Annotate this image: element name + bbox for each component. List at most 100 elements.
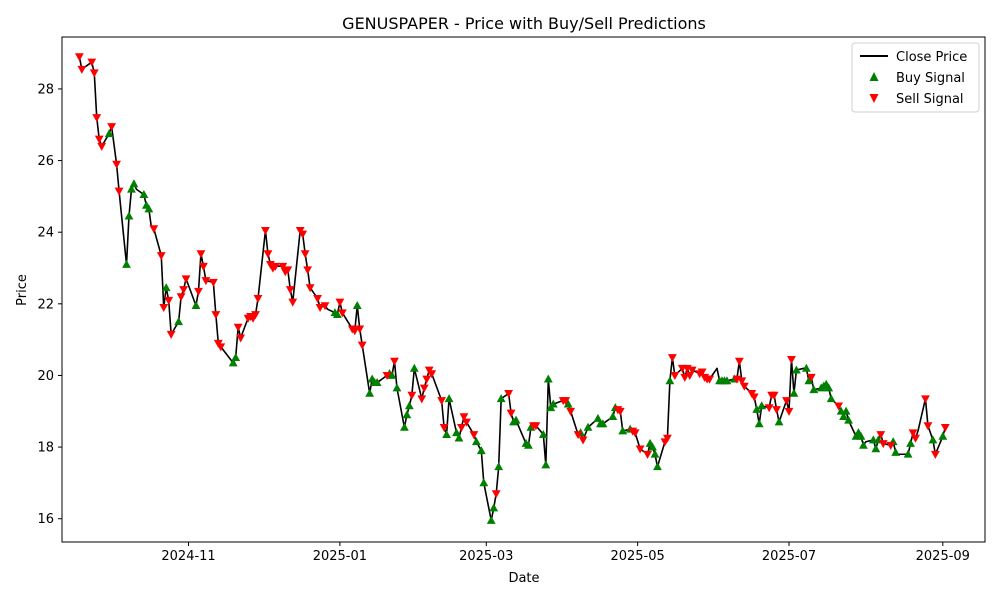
buy-signal-marker <box>665 376 675 385</box>
buy-signal-marker <box>844 415 853 424</box>
legend-close-price-label: Close Price <box>896 50 967 65</box>
buy-signal-marker <box>871 444 881 453</box>
buy-signal-marker <box>538 429 548 438</box>
buy-signal-marker <box>365 388 375 397</box>
buy-signal-marker <box>471 437 481 446</box>
sell-signal-marker <box>531 422 541 431</box>
buy-signal-marker <box>494 462 504 471</box>
sell-signal-marker <box>285 286 295 295</box>
sell-signal-marker <box>462 418 471 427</box>
sell-signal-marker <box>288 298 298 307</box>
sell-signal-marker <box>784 407 794 416</box>
buy-signal-marker <box>801 363 811 372</box>
sell-signal-marker <box>201 277 211 286</box>
buy-signal-marker <box>333 309 342 318</box>
sell-signal-marker <box>159 304 169 313</box>
buy-signal-marker <box>524 440 533 449</box>
y-tick-label-28: 28 <box>37 82 54 97</box>
buy-signal-marker <box>804 376 814 385</box>
sell-signal-marker <box>772 406 781 415</box>
sell-signal-marker <box>270 262 280 271</box>
sell-signal-marker <box>350 327 360 336</box>
buy-signal-marker <box>774 417 784 426</box>
buy-signal-marker <box>938 431 948 440</box>
sell-signal-marker <box>181 275 191 284</box>
sell-signal-marker <box>77 65 87 74</box>
sell-signal-marker <box>107 123 117 132</box>
buy-signal-marker <box>859 440 868 449</box>
legend-buy-signal-swatch <box>869 72 879 81</box>
sell-signal-marker <box>278 262 288 271</box>
axes-frame <box>61 36 986 543</box>
sell-signal-marker <box>87 58 97 67</box>
sell-signal-marker <box>615 407 625 416</box>
sell-signal-marker <box>357 341 367 350</box>
buy-signal-marker <box>757 401 767 410</box>
sell-signal-marker <box>670 372 680 381</box>
buy-signal-marker <box>891 447 901 456</box>
buy-signal-marker <box>454 433 464 442</box>
sell-signal-marker <box>635 445 645 454</box>
sell-signal-marker <box>320 302 330 311</box>
buy-signal-marker <box>548 399 558 408</box>
buy-signal-marker <box>809 385 819 394</box>
sell-signal-marker <box>506 409 516 418</box>
sell-signal-marker <box>92 114 102 123</box>
buy-signal-marker <box>826 394 836 403</box>
buy-signal-marker <box>543 374 553 383</box>
sell-signal-marker <box>573 431 583 440</box>
legend-sell-signal-swatch <box>869 94 879 103</box>
sell-signal-marker <box>427 370 437 379</box>
sell-signal-marker <box>764 404 774 413</box>
sell-signal-marker <box>211 311 221 320</box>
legend: Close Price Buy Signal Sell Signal <box>851 42 980 113</box>
buy-signal-marker <box>841 406 851 415</box>
buy-signal-marker <box>442 429 451 438</box>
legend-box <box>851 42 980 113</box>
buy-signal-marker <box>598 419 608 428</box>
buy-signal-marker <box>650 449 660 458</box>
sell-signal-marker <box>787 355 796 364</box>
buy-signal-marker <box>402 410 412 419</box>
buy-signal-marker <box>372 378 382 387</box>
buy-signal-marker <box>139 189 149 198</box>
sell-signal-marker <box>236 334 246 343</box>
sell-signal-marker <box>233 323 243 332</box>
sell-signal-marker <box>739 382 749 391</box>
buy-signal-marker <box>722 376 732 385</box>
plot-area <box>74 53 950 524</box>
sell-signal-marker <box>469 431 479 440</box>
sell-signal-marker <box>923 422 933 431</box>
sell-signal-marker <box>179 286 188 295</box>
buy-signal-marker <box>231 352 241 361</box>
buy-signal-marker <box>174 317 184 326</box>
sell-signal-marker <box>196 250 206 259</box>
buy-signal-marker <box>127 184 136 193</box>
sell-signal-marker <box>199 262 208 271</box>
chart-title: GENUSPAPER - Price with Buy/Sell Predict… <box>342 14 706 33</box>
sell-signal-marker <box>911 434 920 443</box>
buy-signal-marker <box>618 426 628 435</box>
buy-signal-marker <box>352 301 362 310</box>
sell-signal-marker <box>194 287 203 296</box>
sell-signal-marker <box>298 230 308 239</box>
sell-signal-marker <box>422 375 432 384</box>
sell-signal-marker <box>491 490 501 499</box>
sell-signal-marker <box>355 325 365 334</box>
sell-signal-marker <box>566 407 576 416</box>
buy-signal-marker <box>444 394 454 403</box>
sell-signal-marker <box>390 357 399 366</box>
sell-signal-marker <box>630 429 640 438</box>
buy-signal-marker <box>928 435 938 444</box>
x-axis-label: Date <box>508 571 539 586</box>
buy-signal-marker <box>228 358 238 367</box>
sell-signal-marker <box>303 266 313 275</box>
sell-signal-marker <box>749 393 759 402</box>
sell-signal-marker <box>504 389 514 398</box>
sell-signal-marker <box>734 357 744 366</box>
sell-signal-marker <box>335 298 345 307</box>
sell-signal-marker <box>921 395 930 404</box>
buy-signal-marker <box>856 431 866 440</box>
